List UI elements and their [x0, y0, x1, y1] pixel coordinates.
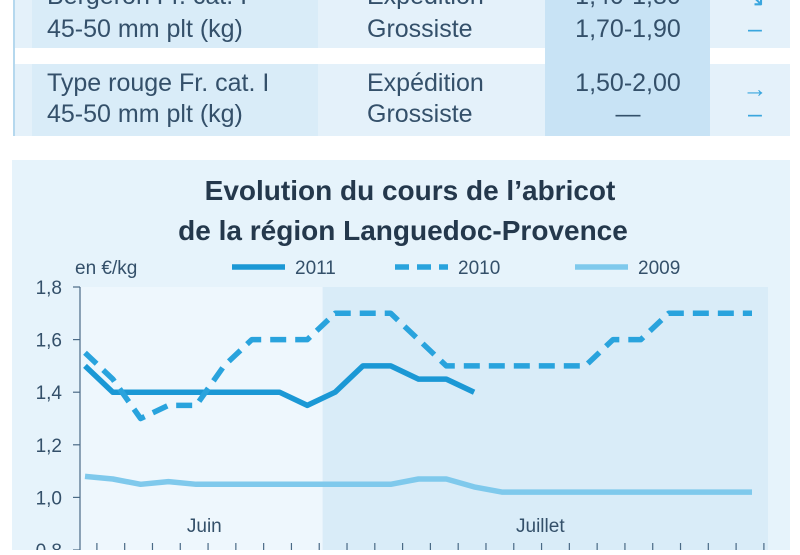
price-table: Bergeron Fr. cat. I 45-50 mm plt (kg) Ex… — [13, 0, 790, 136]
product: Bergeron Fr. cat. I — [47, 0, 247, 10]
y-tick-label: 1,4 — [36, 383, 63, 404]
plot-bg-july — [322, 287, 768, 550]
y-tick-label: 1,6 — [36, 331, 62, 352]
price: 1,50-2,00 — [575, 69, 681, 97]
plot-bg-june — [80, 287, 323, 550]
trend: – — [748, 15, 762, 43]
legend-label: 2010 — [458, 258, 500, 279]
price: 1,70-1,90 — [575, 15, 681, 43]
cell-bg — [32, 64, 318, 136]
legend-label: 2011 — [295, 258, 336, 279]
stage: Expédition — [367, 69, 484, 97]
y-tick-label: 1,0 — [36, 488, 62, 509]
series-line — [83, 363, 476, 409]
y-tick-label: 1,8 — [36, 278, 62, 299]
legend-label: 2009 — [638, 258, 680, 279]
trend: – — [748, 100, 762, 128]
price-column-bg — [545, 0, 710, 136]
product: Type rouge Fr. cat. I — [47, 69, 269, 97]
stage: Expédition — [367, 0, 484, 10]
stage: Grossiste — [367, 15, 473, 43]
month-label: Juin — [187, 516, 222, 537]
product: 45-50 mm plt (kg) — [47, 15, 243, 43]
chart-title: Evolution du cours de l’abricot — [205, 175, 616, 206]
product: 45-50 mm plt (kg) — [47, 100, 243, 128]
price: 1,40-1,80 — [575, 0, 681, 10]
cell-bg — [32, 0, 318, 48]
stage: Grossiste — [367, 100, 473, 128]
y-axis-label: en €/kg — [75, 258, 137, 279]
trend: ↘ — [745, 0, 766, 12]
y-tick-label: 0,8 — [36, 541, 62, 550]
month-label: Juillet — [516, 516, 565, 537]
price: — — [616, 100, 641, 128]
series-line — [83, 310, 752, 422]
series-line — [84, 473, 752, 495]
chart-title: de la région Languedoc-Provence — [178, 215, 628, 246]
trend: → — [743, 75, 768, 103]
y-tick-label: 1,2 — [36, 436, 62, 457]
